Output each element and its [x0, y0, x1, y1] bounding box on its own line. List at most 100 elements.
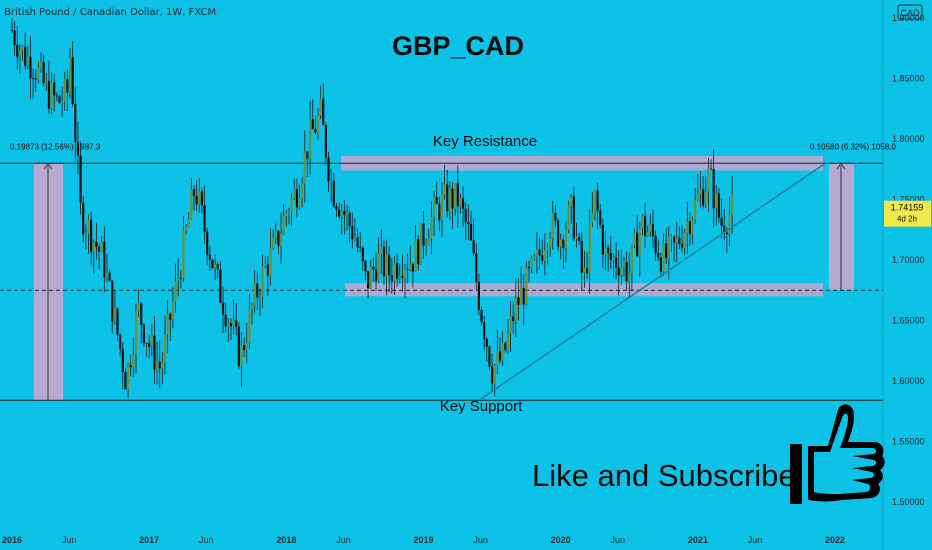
candle-body	[583, 268, 586, 273]
candle-body	[385, 254, 388, 277]
time-axis[interactable]: 2016 Jun 2017 Jun 2018 Jun 2019 Jun 2020 Jun 2021 J…	[2, 535, 845, 545]
candle-body	[651, 224, 655, 237]
candle-body	[377, 253, 380, 282]
candle-body	[657, 252, 660, 258]
candle-body	[113, 308, 116, 322]
candle-body	[475, 253, 478, 282]
candle-body	[451, 188, 454, 209]
candle-body	[477, 281, 480, 310]
ascending-trendline	[480, 163, 824, 400]
candle-body	[314, 129, 317, 133]
candle-body	[74, 103, 77, 142]
candle-body	[97, 246, 101, 252]
candle-body	[61, 101, 64, 103]
candle-body	[100, 241, 103, 252]
candle-body	[155, 361, 159, 370]
candle-body	[153, 335, 156, 370]
time-tick-label: 2017	[139, 535, 159, 545]
candle-body	[678, 237, 681, 245]
candle-body	[345, 212, 349, 215]
candle-body	[461, 198, 465, 209]
time-tick-label: Jun	[473, 535, 488, 545]
currency-badge[interactable]	[897, 4, 923, 20]
candle-body	[119, 334, 122, 349]
candle-body	[132, 354, 135, 368]
candle-body	[343, 211, 346, 215]
candle-body	[699, 189, 702, 195]
candle-body	[126, 365, 130, 390]
candle-body	[359, 247, 362, 248]
candle-body	[177, 277, 180, 281]
candle-body	[696, 194, 699, 200]
candle-body	[332, 180, 335, 207]
candle-body	[585, 268, 589, 273]
candle-body	[303, 151, 306, 184]
candle-body	[92, 241, 95, 252]
candle-body	[702, 189, 705, 206]
time-tick-label: Jun	[62, 535, 77, 545]
candle-body	[351, 225, 354, 240]
time-tick-label: 2020	[551, 535, 571, 545]
candle-body	[63, 78, 66, 102]
candle-body	[82, 202, 85, 235]
candle-body	[712, 169, 715, 209]
candle-body	[34, 78, 37, 80]
candle-body	[190, 189, 193, 219]
candle-body	[330, 180, 333, 182]
candle-body	[47, 80, 51, 109]
candle-body	[266, 264, 269, 276]
candle-body	[39, 61, 43, 68]
measurement-label-left: 0.19873 (12.56%) 1987.3	[10, 142, 101, 151]
candle-body	[609, 253, 612, 260]
candle-body	[393, 263, 396, 282]
thumbs-up-icon[interactable]	[790, 404, 885, 504]
candle-body	[184, 227, 188, 231]
candle-body	[66, 78, 69, 93]
candle-body	[707, 168, 710, 192]
candle-body	[570, 196, 573, 206]
candle-body	[496, 350, 499, 366]
candle-body	[709, 168, 713, 170]
candle-body	[446, 184, 449, 212]
candle-body	[535, 249, 539, 257]
candle-body	[490, 366, 494, 384]
candle-body	[670, 236, 673, 238]
candle-body	[50, 82, 53, 109]
candle-body	[316, 115, 320, 133]
candle-body	[422, 223, 425, 246]
candle-body	[76, 141, 80, 156]
candle-body	[108, 272, 111, 281]
candle-body	[235, 320, 238, 327]
candle-body	[549, 238, 552, 248]
candle-body	[158, 361, 161, 369]
candle-body	[45, 80, 48, 84]
candle-body	[622, 262, 626, 268]
candle-body	[290, 197, 293, 213]
candle-body	[335, 206, 338, 210]
candle-body	[694, 199, 697, 220]
candle-body	[137, 303, 140, 311]
candle-body	[142, 324, 145, 344]
candle-body	[493, 365, 496, 384]
candle-body	[662, 243, 665, 272]
candle-body	[530, 257, 533, 269]
candle-body	[372, 266, 375, 270]
candle-body	[211, 259, 214, 269]
candle-body	[16, 45, 19, 57]
candle-body	[382, 246, 386, 277]
candle-body	[250, 305, 254, 310]
candle-body	[665, 243, 668, 259]
candle-body	[140, 303, 143, 325]
candle-body	[596, 190, 599, 211]
time-tick-label: 2019	[413, 535, 433, 545]
candle-body	[659, 257, 663, 272]
price-tick-label: 1.70000	[892, 255, 925, 265]
candle-body	[575, 236, 578, 239]
candle-body	[522, 287, 525, 305]
candle-body	[680, 244, 684, 248]
price-axis[interactable]: 1.90000 1.85000 1.80000 1.75000 1.70000 1.650…	[892, 13, 925, 507]
candle-body	[203, 205, 206, 232]
candle-body	[287, 212, 291, 214]
